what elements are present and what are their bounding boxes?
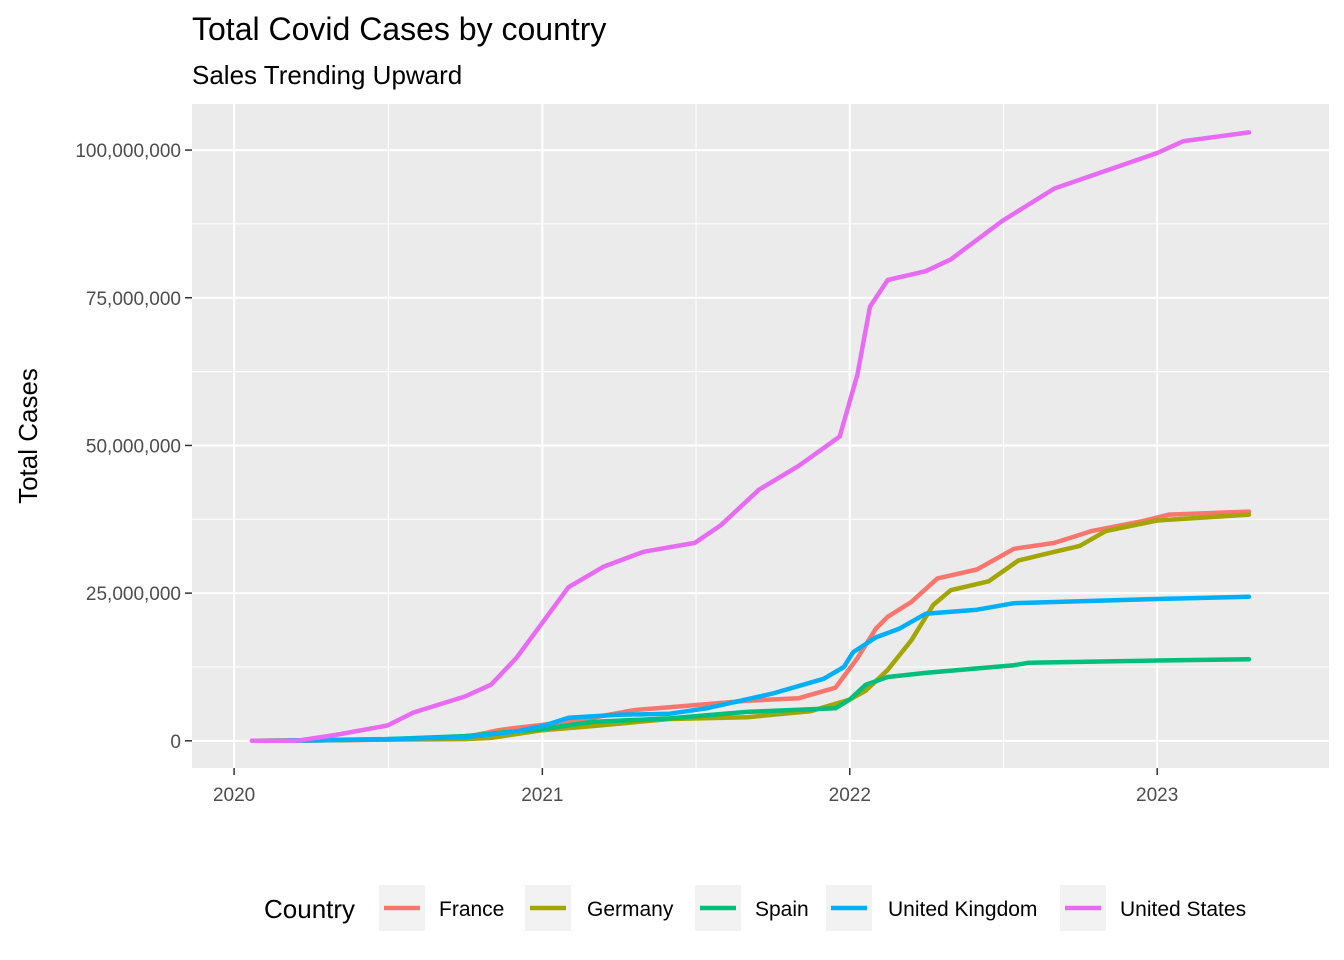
plot-panel [192,104,1329,768]
x-tick-label: 2020 [213,785,255,806]
x-tick-label: 2023 [1136,785,1178,806]
legend-label-spain: Spain [755,898,809,921]
y-axis-title: Total Cases [13,368,43,504]
x-axis: 2020 2021 2022 2023 [213,768,1178,806]
y-tick-label: 25,000,000 [86,584,181,605]
series-line-united-states [249,130,1252,744]
x-tick-label: 2021 [521,785,563,806]
series-line-germany [253,512,1252,744]
legend-label-germany: Germany [587,898,674,921]
major-gridlines [192,104,1329,768]
series-line-united-kingdom [257,594,1252,744]
series-lines [249,130,1252,744]
y-tick-label: 50,000,000 [86,436,181,457]
legend-label-france: France [439,898,504,921]
legend-label-united-states: United States [1120,898,1246,921]
series-line-france [251,509,1252,744]
legend: Country France Germany Spain United Kingdom… [264,885,1246,931]
legend-title: Country [264,894,355,924]
y-axis: 0 25,000,000 50,000,000 75,000,000 100,000,0… [75,141,192,753]
y-tick-label: 100,000,000 [75,141,181,162]
y-tick-label: 75,000,000 [86,289,181,310]
chart-subtitle: Sales Trending Upward [192,60,462,90]
x-tick-label: 2022 [829,785,871,806]
chart-title: Total Covid Cases by country [192,11,606,47]
legend-label-united-kingdom: United Kingdom [888,898,1037,921]
y-tick-label: 0 [170,732,181,753]
minor-gridlines [192,104,1329,768]
